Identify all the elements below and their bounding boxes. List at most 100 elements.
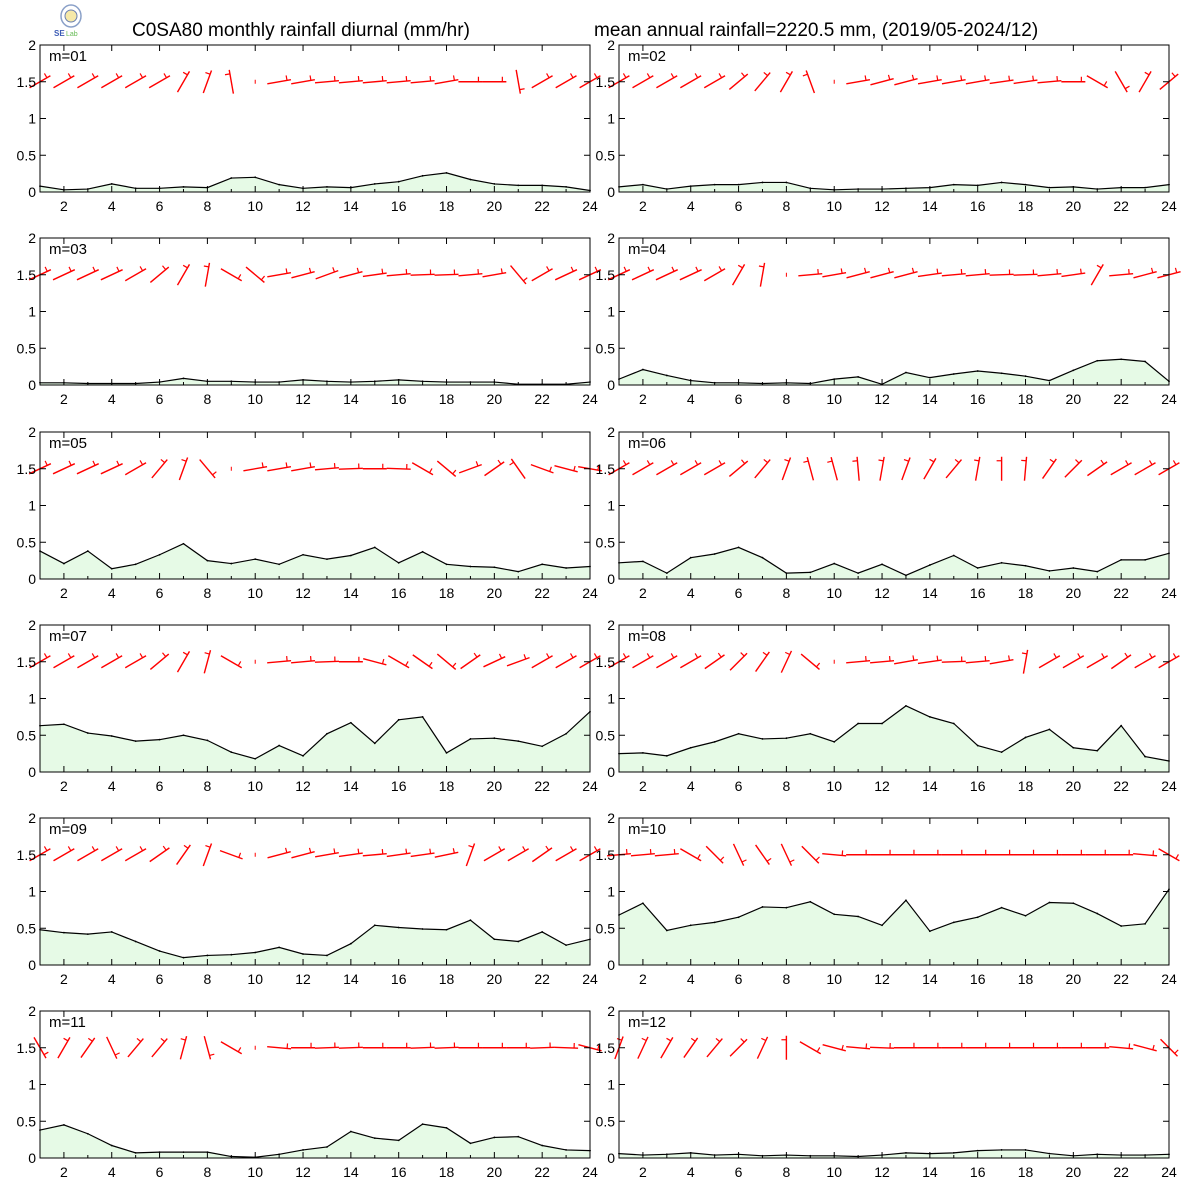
wind-shaft: [805, 70, 816, 94]
rain-point: [206, 739, 209, 742]
wind-feather: [68, 460, 72, 466]
wind-barb: [151, 1037, 168, 1058]
wind-barb: [754, 458, 771, 479]
wind-barb: [917, 849, 942, 856]
wind-barb: [780, 843, 795, 866]
rain-point: [230, 953, 233, 956]
wind-feather: [740, 652, 745, 657]
wind-barb: [917, 268, 942, 278]
rain-point: [158, 553, 161, 556]
x-tick-label: 2: [639, 778, 647, 794]
x-tick-label: 22: [534, 971, 550, 987]
wind-shaft: [923, 458, 937, 480]
wind-barb: [870, 849, 895, 856]
wind-shaft: [1109, 273, 1134, 277]
rain-point: [857, 722, 860, 725]
rain-point: [952, 722, 955, 725]
wind-feather: [429, 848, 432, 854]
rain-point: [254, 951, 257, 954]
wind-barb: [199, 459, 217, 479]
wind-barb: [291, 267, 315, 279]
wind-barb: [482, 1042, 507, 1049]
x-tick-label: 10: [247, 778, 263, 794]
wind-barb: [846, 656, 871, 664]
wind-shaft: [822, 1043, 846, 1052]
rain-point: [761, 906, 764, 908]
rain-point: [397, 718, 400, 721]
x-tick-label: 16: [391, 778, 407, 794]
wind-barb: [124, 846, 147, 862]
wind-feather: [718, 73, 723, 79]
wind-barb: [679, 73, 702, 89]
wind-barb: [1109, 269, 1134, 277]
x-tick-label: 18: [439, 778, 455, 794]
wind-barb: [732, 843, 747, 866]
rain-point: [665, 572, 668, 575]
wind-feather: [984, 75, 987, 81]
wind-shaft: [531, 268, 553, 282]
x-tick-label: 24: [1161, 585, 1177, 601]
wind-barb: [531, 845, 553, 863]
wind-shaft: [555, 848, 577, 862]
x-tick-label: 24: [582, 198, 598, 214]
wind-barb: [202, 70, 213, 94]
month-label: m=09: [49, 821, 87, 838]
wind-shaft: [510, 458, 526, 479]
y-tick-label: 2: [28, 1003, 36, 1019]
wind-barb: [1013, 849, 1038, 856]
wind-feather: [1125, 460, 1129, 466]
wind-feather: [284, 847, 288, 853]
x-tick-label: 8: [782, 971, 790, 987]
wind-feather: [763, 71, 769, 77]
wind-shaft: [100, 463, 123, 475]
y-tick-label: 0.5: [596, 147, 616, 163]
wind-barb: [729, 652, 748, 671]
wind-barb: [704, 652, 725, 670]
rain-point: [1000, 751, 1003, 754]
wind-barb: [893, 849, 918, 856]
rain-point: [349, 721, 352, 724]
wind-feather: [936, 75, 939, 81]
rain-point: [445, 171, 448, 174]
rain-point: [373, 742, 376, 745]
rain-area: [619, 889, 1169, 965]
wind-shaft: [870, 660, 895, 664]
wind-shaft: [176, 264, 191, 286]
wind-feather: [695, 266, 699, 272]
wind-barb: [484, 459, 505, 477]
x-tick-label: 6: [735, 585, 743, 601]
y-tick-label: 2: [607, 1003, 615, 1019]
wind-feather: [887, 267, 891, 273]
rain-point: [665, 1153, 668, 1156]
x-tick-label: 22: [534, 391, 550, 407]
wind-barb: [291, 1042, 316, 1049]
wind-barb: [894, 655, 918, 665]
wind-shaft: [632, 655, 654, 669]
x-tick-label: 14: [922, 585, 938, 601]
wind-barb: [656, 460, 678, 476]
wind-barb: [679, 266, 702, 281]
y-tick-label: 1: [28, 498, 36, 514]
wind-shaft: [1087, 461, 1108, 477]
rain-point: [1144, 755, 1146, 758]
wind-feather: [1175, 854, 1179, 860]
wind-feather: [523, 654, 527, 660]
x-tick-label: 4: [687, 778, 695, 794]
wind-shaft: [149, 266, 170, 283]
x-tick-label: 6: [735, 391, 743, 407]
wind-feather: [285, 462, 288, 468]
wind-feather: [816, 1047, 821, 1053]
rain-point: [1024, 736, 1027, 739]
y-tick-label: 0: [607, 1150, 615, 1166]
y-tick-label: 1.5: [17, 267, 37, 283]
y-tick-label: 2: [28, 37, 36, 53]
plot-frame: [618, 237, 1170, 386]
wind-shaft: [554, 269, 578, 281]
chart-panel-1: 00.511.522 4 6 8 10 12 14 16 18 20 22 24m=01: [17, 37, 601, 214]
x-tick-label: 10: [247, 198, 263, 214]
wind-barb: [779, 71, 793, 93]
wind-shaft: [1037, 273, 1062, 277]
wind-feather: [452, 75, 455, 81]
wind-shaft: [291, 270, 315, 279]
wind-feather: [784, 651, 791, 656]
